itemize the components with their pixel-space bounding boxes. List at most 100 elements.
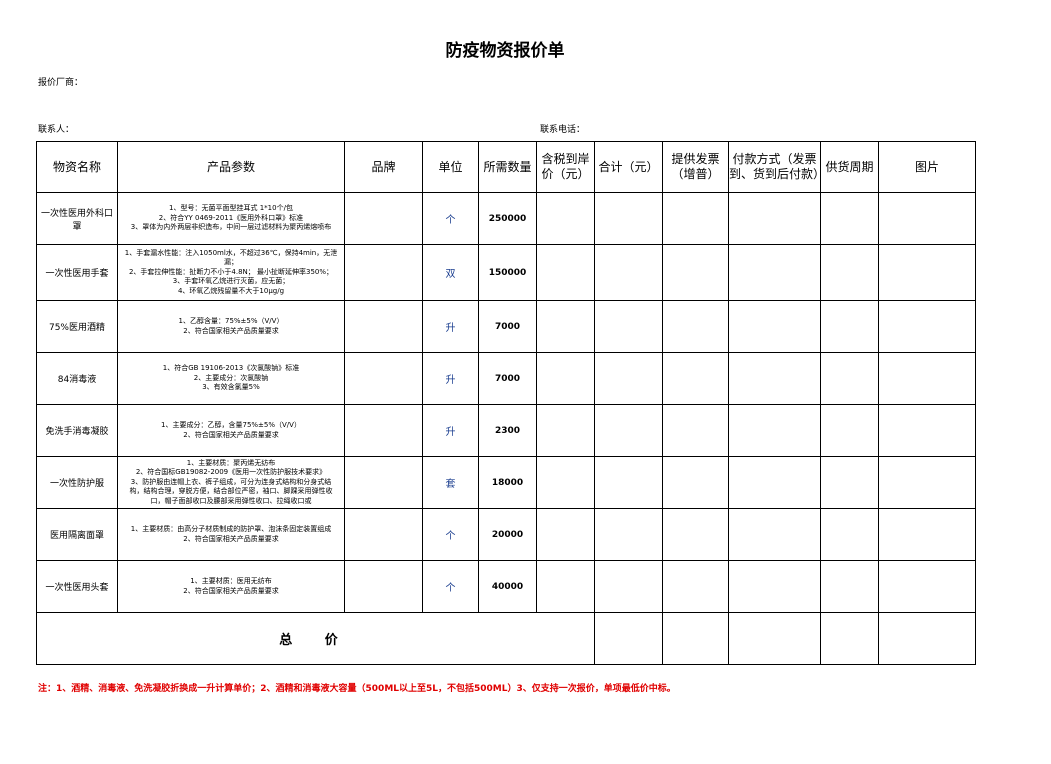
- brand-cell[interactable]: [344, 404, 423, 457]
- item-name: 一次性医用外科口罩: [36, 192, 118, 245]
- invoice-cell[interactable]: [662, 508, 729, 561]
- price-cell[interactable]: [536, 560, 595, 613]
- total-cell[interactable]: [820, 612, 879, 665]
- payment-cell[interactable]: [728, 244, 821, 301]
- param-line: 2、手套拉伸性能：扯断力不小于4.8N； 最小扯断延伸率350%；: [128, 267, 334, 276]
- item-name: 医用隔离面罩: [36, 508, 118, 561]
- price-cell[interactable]: [536, 192, 595, 245]
- image-cell[interactable]: [878, 456, 976, 509]
- price-cell[interactable]: [536, 352, 595, 405]
- quantity-cell: 150000: [478, 244, 537, 301]
- invoice-cell[interactable]: [662, 192, 729, 245]
- param-line: 2、符合国家相关产品质量要求: [183, 534, 279, 543]
- param-line: 3、有效含氯量5%: [202, 383, 260, 392]
- unit-cell: 升: [422, 404, 479, 457]
- column-header: 产品参数: [117, 141, 345, 193]
- param-line: 2、符合国标GB19082-2009《医用一次性防护服技术要求》: [135, 468, 327, 477]
- subtotal-cell[interactable]: [594, 456, 663, 509]
- image-cell[interactable]: [878, 560, 976, 613]
- column-header: 付款方式（发票到、货到后付款）: [728, 141, 821, 193]
- item-params: 1、主要材质：由高分子材质制成的防护罩、泡沫条固定装置组成 2、符合国家相关产品质…: [117, 508, 345, 561]
- param-line: 3、防护服由连帽上衣、裤子组成，可分为连身式结构和分身式结构，结构合理，穿脱方便…: [129, 477, 333, 505]
- unit-cell: 个: [422, 508, 479, 561]
- price-cell[interactable]: [536, 244, 595, 301]
- invoice-cell[interactable]: [662, 404, 729, 457]
- supply-period-cell[interactable]: [820, 560, 879, 613]
- header-row: 物资名称 产品参数 品牌 单位 所需数量 含税到岸价（元） 合计（元） 提供发票（增普） 付款方…: [36, 141, 976, 193]
- total-row: 总 价: [36, 612, 976, 665]
- invoice-cell[interactable]: [662, 456, 729, 509]
- total-amount-cell[interactable]: [594, 612, 663, 665]
- supply-period-cell[interactable]: [820, 244, 879, 301]
- payment-cell[interactable]: [728, 192, 821, 245]
- supply-period-cell[interactable]: [820, 192, 879, 245]
- unit-cell: 个: [422, 192, 479, 245]
- param-line: 1、主要材质：聚丙烯无纺布: [186, 458, 276, 467]
- subtotal-cell[interactable]: [594, 192, 663, 245]
- quantity-cell: 20000: [478, 508, 537, 561]
- payment-cell[interactable]: [728, 352, 821, 405]
- column-header: 含税到岸价（元）: [536, 141, 595, 193]
- invoice-cell[interactable]: [662, 352, 729, 405]
- contact-label: 联系人：: [38, 125, 75, 135]
- brand-cell[interactable]: [344, 508, 423, 561]
- price-cell[interactable]: [536, 300, 595, 353]
- subtotal-cell[interactable]: [594, 352, 663, 405]
- image-cell[interactable]: [878, 300, 976, 353]
- param-line: 1、手套漏水性能：注入1050ml水，不超过36℃，保持4min，无泄漏；: [124, 248, 338, 267]
- supply-period-cell[interactable]: [820, 300, 879, 353]
- payment-cell[interactable]: [728, 300, 821, 353]
- column-header: 供货周期: [820, 141, 879, 193]
- unit-cell: 升: [422, 352, 479, 405]
- subtotal-cell[interactable]: [594, 560, 663, 613]
- subtotal-cell[interactable]: [594, 508, 663, 561]
- total-cell[interactable]: [662, 612, 729, 665]
- quantity-cell: 7000: [478, 300, 537, 353]
- image-cell[interactable]: [878, 192, 976, 245]
- item-params: 1、乙醇含量：75%±5%（V/V） 2、符合国家相关产品质量要求: [117, 300, 345, 353]
- image-cell[interactable]: [878, 352, 976, 405]
- supply-period-cell[interactable]: [820, 456, 879, 509]
- brand-cell[interactable]: [344, 352, 423, 405]
- invoice-cell[interactable]: [662, 560, 729, 613]
- invoice-cell[interactable]: [662, 244, 729, 301]
- total-cell[interactable]: [878, 612, 976, 665]
- item-params: 1、主要材质：聚丙烯无纺布 2、符合国标GB19082-2009《医用一次性防护服…: [117, 456, 345, 509]
- supply-period-cell[interactable]: [820, 352, 879, 405]
- quantity-cell: 18000: [478, 456, 537, 509]
- payment-cell[interactable]: [728, 404, 821, 457]
- payment-cell[interactable]: [728, 456, 821, 509]
- total-cell[interactable]: [728, 612, 821, 665]
- payment-cell[interactable]: [728, 560, 821, 613]
- price-cell[interactable]: [536, 508, 595, 561]
- price-cell[interactable]: [536, 404, 595, 457]
- brand-cell[interactable]: [344, 300, 423, 353]
- subtotal-cell[interactable]: [594, 404, 663, 457]
- supply-period-cell[interactable]: [820, 508, 879, 561]
- table-row: 一次性医用手套 1、手套漏水性能：注入1050ml水，不超过36℃，保持4min，…: [36, 244, 976, 301]
- param-line: 1、型号：无菌平面型挂耳式 1*10个/包: [169, 204, 293, 213]
- payment-cell[interactable]: [728, 508, 821, 561]
- phone-label: 联系电话：: [540, 125, 586, 135]
- quantity-cell: 40000: [478, 560, 537, 613]
- param-line: 1、符合GB 19106-2013《次氯酸钠》标准: [162, 364, 300, 373]
- image-cell[interactable]: [878, 244, 976, 301]
- page-title: 防疫物资报价单: [445, 41, 565, 61]
- subtotal-cell[interactable]: [594, 244, 663, 301]
- total-label: 总 价: [36, 612, 595, 665]
- brand-cell[interactable]: [344, 192, 423, 245]
- invoice-cell[interactable]: [662, 300, 729, 353]
- image-cell[interactable]: [878, 508, 976, 561]
- param-line: 2、符合国家相关产品质量要求: [183, 326, 279, 335]
- param-line: 4、环氧乙烷残留量不大于10μg/g: [177, 286, 285, 295]
- brand-cell[interactable]: [344, 560, 423, 613]
- supply-period-cell[interactable]: [820, 404, 879, 457]
- table-row: 84消毒液 1、符合GB 19106-2013《次氯酸钠》标准 2、主要成分：次氯酸…: [36, 352, 976, 405]
- param-line: 1、主要成分：乙醇，含量75%±5%（V/V）: [161, 421, 301, 429]
- brand-cell[interactable]: [344, 244, 423, 301]
- price-cell[interactable]: [536, 456, 595, 509]
- item-params: 1、主要材质：医用无纺布 2、符合国家相关产品质量要求: [117, 560, 345, 613]
- subtotal-cell[interactable]: [594, 300, 663, 353]
- brand-cell[interactable]: [344, 456, 423, 509]
- image-cell[interactable]: [878, 404, 976, 457]
